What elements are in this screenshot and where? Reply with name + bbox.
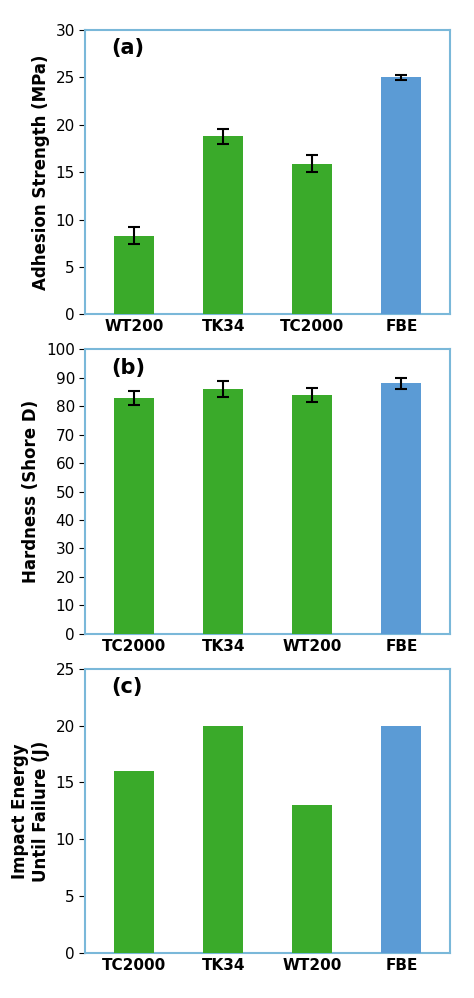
Y-axis label: Hardness (Shore D): Hardness (Shore D) [22, 400, 40, 583]
Bar [203, 726, 243, 953]
Bar [114, 236, 155, 314]
Text: (a): (a) [111, 39, 144, 59]
Bar [292, 395, 332, 634]
Y-axis label: Adhesion Strength (MPa): Adhesion Strength (MPa) [32, 55, 50, 289]
Y-axis label: Impact Energy
Until Failure (J): Impact Energy Until Failure (J) [11, 741, 50, 881]
Bar [114, 771, 155, 953]
Bar [292, 805, 332, 953]
Bar [203, 136, 243, 314]
Bar [292, 164, 332, 314]
Bar [381, 78, 421, 314]
Text: (c): (c) [111, 678, 142, 698]
Bar [114, 397, 155, 634]
Bar [381, 726, 421, 953]
Bar [203, 389, 243, 634]
Text: (b): (b) [111, 358, 145, 378]
Bar [381, 383, 421, 634]
